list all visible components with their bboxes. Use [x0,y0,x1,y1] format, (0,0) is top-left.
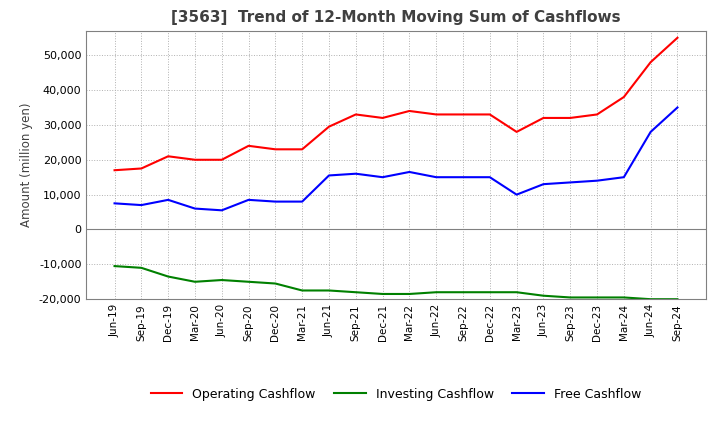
Free Cashflow [137,202,145,208]
Y-axis label: Amount (million yen): Amount (million yen) [20,103,33,227]
Free Cashflow [566,180,575,185]
Free Cashflow [351,171,360,176]
Free Cashflow [432,175,441,180]
Free Cashflow [513,192,521,197]
Investing Cashflow [325,288,333,293]
Operating Cashflow [110,168,119,173]
Operating Cashflow [566,115,575,121]
Free Cashflow [619,175,628,180]
Investing Cashflow [244,279,253,284]
Legend: Operating Cashflow, Investing Cashflow, Free Cashflow: Operating Cashflow, Investing Cashflow, … [146,383,646,406]
Operating Cashflow [137,166,145,171]
Line: Free Cashflow: Free Cashflow [114,107,678,210]
Operating Cashflow [191,157,199,162]
Investing Cashflow [405,291,414,297]
Investing Cashflow [566,295,575,300]
Operating Cashflow [647,59,655,65]
Investing Cashflow [459,290,467,295]
Investing Cashflow [191,279,199,284]
Investing Cashflow [432,290,441,295]
Operating Cashflow [593,112,601,117]
Investing Cashflow [593,295,601,300]
Free Cashflow [539,182,548,187]
Operating Cashflow [298,147,307,152]
Operating Cashflow [432,112,441,117]
Free Cashflow [191,206,199,211]
Investing Cashflow [647,297,655,302]
Operating Cashflow [485,112,494,117]
Investing Cashflow [485,290,494,295]
Free Cashflow [164,197,173,202]
Operating Cashflow [244,143,253,148]
Free Cashflow [271,199,279,204]
Investing Cashflow [271,281,279,286]
Operating Cashflow [459,112,467,117]
Line: Investing Cashflow: Investing Cashflow [114,266,678,299]
Operating Cashflow [325,124,333,129]
Operating Cashflow [378,115,387,121]
Free Cashflow [325,173,333,178]
Investing Cashflow [137,265,145,271]
Line: Operating Cashflow: Operating Cashflow [114,38,678,170]
Operating Cashflow [619,95,628,100]
Operating Cashflow [271,147,279,152]
Investing Cashflow [110,264,119,269]
Free Cashflow [298,199,307,204]
Operating Cashflow [539,115,548,121]
Investing Cashflow [619,295,628,300]
Investing Cashflow [298,288,307,293]
Free Cashflow [217,208,226,213]
Title: [3563]  Trend of 12-Month Moving Sum of Cashflows: [3563] Trend of 12-Month Moving Sum of C… [171,11,621,26]
Free Cashflow [459,175,467,180]
Free Cashflow [405,169,414,175]
Investing Cashflow [539,293,548,298]
Investing Cashflow [513,290,521,295]
Investing Cashflow [673,297,682,302]
Operating Cashflow [164,154,173,159]
Free Cashflow [647,129,655,135]
Operating Cashflow [351,112,360,117]
Free Cashflow [378,175,387,180]
Investing Cashflow [217,277,226,282]
Free Cashflow [244,197,253,202]
Operating Cashflow [673,35,682,40]
Free Cashflow [593,178,601,183]
Operating Cashflow [405,108,414,114]
Investing Cashflow [378,291,387,297]
Free Cashflow [110,201,119,206]
Operating Cashflow [217,157,226,162]
Operating Cashflow [513,129,521,135]
Investing Cashflow [164,274,173,279]
Free Cashflow [673,105,682,110]
Investing Cashflow [351,290,360,295]
Free Cashflow [485,175,494,180]
